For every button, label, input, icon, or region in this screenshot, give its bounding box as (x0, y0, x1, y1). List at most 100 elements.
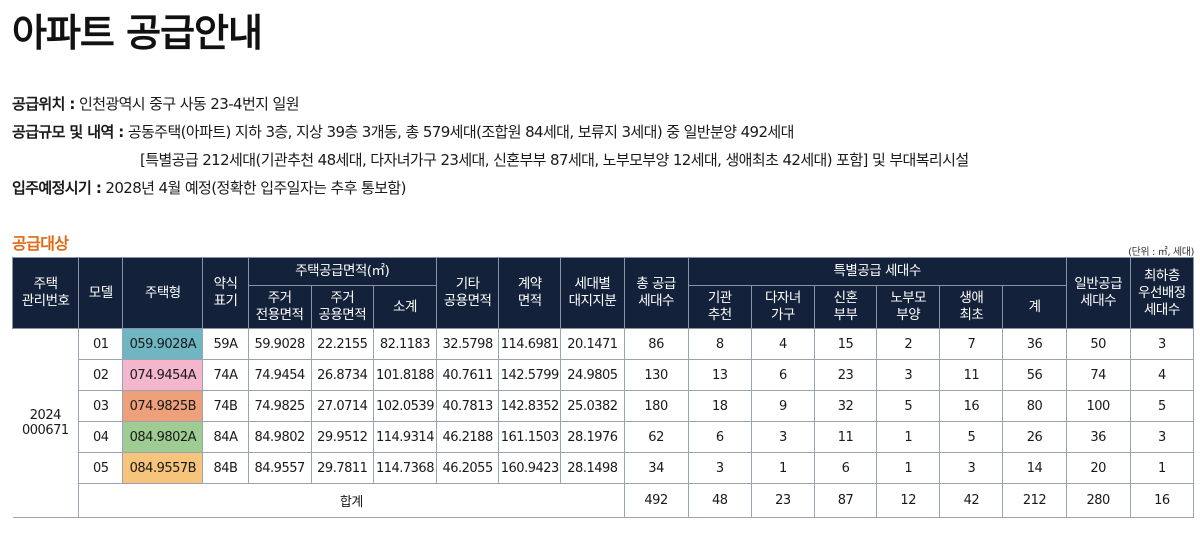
cell-first: 3 (939, 452, 1004, 484)
cell-multi: 6 (750, 359, 815, 391)
cell-lowest: 5 (1129, 390, 1195, 422)
total-lowest: 16 (1129, 483, 1195, 518)
supply-location: 공급위치 : 인천광역시 중구 사동 23-4번지 일원 (12, 93, 300, 114)
total-inst: 48 (687, 483, 752, 518)
cell-sp-sum: 26 (1002, 421, 1067, 453)
cell-exclusive: 59.9028 (247, 328, 312, 360)
cell-lowest: 3 (1129, 328, 1195, 360)
table-row: 02 074.9454A 74A 74.9454 26.8734 101.818… (13, 359, 1195, 391)
header-newlywed: 신혼 부부 (813, 285, 878, 329)
cell-elderly: 3 (876, 359, 941, 391)
cell-lowest: 3 (1129, 421, 1195, 453)
cell-elderly: 5 (876, 390, 941, 422)
cell-contract: 160.9423 (498, 452, 562, 484)
cell-first: 11 (939, 359, 1004, 391)
cell-newlywed: 11 (813, 421, 878, 453)
page-title: 아파트 공급안내 (12, 11, 263, 55)
cell-elderly: 1 (876, 421, 941, 453)
cell-first: 16 (939, 390, 1004, 422)
total-elderly: 12 (876, 483, 941, 518)
cell-type: 084.9557B (122, 452, 204, 484)
cell-land: 24.9805 (560, 359, 625, 391)
header-first-life: 생애 최초 (939, 285, 1004, 329)
cell-newlywed: 23 (813, 359, 878, 391)
header-contract: 계약 면적 (498, 257, 562, 329)
cell-inst: 6 (687, 421, 752, 453)
cell-land: 25.0382 (560, 390, 625, 422)
cell-land: 28.1498 (560, 452, 625, 484)
cell-short: 84A (202, 421, 249, 453)
cell-first: 7 (939, 328, 1004, 360)
cell-total: 180 (623, 390, 689, 422)
cell-model: 02 (78, 359, 124, 391)
movein-label: 입주예정시기 : (12, 179, 102, 197)
cell-common: 29.7811 (310, 452, 374, 484)
cell-elderly: 1 (876, 452, 941, 484)
cell-inst: 13 (687, 359, 752, 391)
cell-elderly: 2 (876, 328, 941, 360)
movein-value: 2028년 4월 예정(정확한 입주일자는 추후 통보함) (101, 179, 406, 197)
header-lowest-floor: 최하층 우선배정 세대수 (1129, 257, 1195, 329)
header-special-sum: 계 (1002, 285, 1067, 329)
cell-other: 40.7611 (436, 359, 500, 391)
cell-model: 05 (78, 452, 124, 484)
cell-general: 50 (1065, 328, 1131, 360)
cell-inst: 3 (687, 452, 752, 484)
header-model: 모델 (78, 257, 124, 329)
cell-other: 40.7813 (436, 390, 500, 422)
header-subtotal: 소계 (372, 285, 438, 329)
header-special-group: 특별공급 세대수 (687, 257, 1067, 286)
cell-short: 84B (202, 452, 249, 484)
cell-newlywed: 32 (813, 390, 878, 422)
header-type: 주택형 (122, 257, 204, 329)
header-total-units: 총 공급 세대수 (623, 257, 689, 329)
cell-inst: 8 (687, 328, 752, 360)
cell-exclusive: 84.9802 (247, 421, 312, 453)
cell-newlywed: 6 (813, 452, 878, 484)
cell-subtotal: 114.7368 (372, 452, 438, 484)
cell-other: 46.2188 (436, 421, 500, 453)
header-short: 약식 표기 (202, 257, 249, 329)
cell-short: 74B (202, 390, 249, 422)
table-row: 2024 000671 01 059.9028A 59A 59.9028 22.… (12, 328, 1195, 518)
cell-contract: 142.5799 (498, 359, 562, 391)
total-row: 합계 492 48 23 87 12 42 212 280 16 (13, 483, 1195, 518)
header-common: 주거 공용면적 (310, 285, 374, 329)
cell-contract: 142.8352 (498, 390, 562, 422)
cell-short: 74A (202, 359, 249, 391)
cell-first: 5 (939, 421, 1004, 453)
cell-total: 62 (623, 421, 689, 453)
table-row: 04 084.9802A 84A 84.9802 29.9512 114.931… (13, 421, 1195, 453)
unit-note: (단위 : ㎡, 세대) (1128, 247, 1194, 258)
header-other-common: 기타 공용면적 (436, 257, 500, 329)
scale-value: 공동주택(아파트) 지하 3층, 지상 39층 3개동, 총 579세대(조합원… (123, 123, 795, 141)
cell-general: 20 (1065, 452, 1131, 484)
cell-general: 36 (1065, 421, 1131, 453)
cell-multi: 9 (750, 390, 815, 422)
cell-sp-sum: 14 (1002, 452, 1067, 484)
cell-subtotal: 114.9314 (372, 421, 438, 453)
header-inst: 기관 추천 (687, 285, 752, 329)
cell-multi: 4 (750, 328, 815, 360)
cell-multi: 1 (750, 452, 815, 484)
cell-contract: 114.6981 (498, 328, 562, 360)
cell-general: 74 (1065, 359, 1131, 391)
cell-other: 32.5798 (436, 328, 500, 360)
cell-common: 29.9512 (310, 421, 374, 453)
scale-label: 공급규모 및 내역 : (12, 123, 124, 141)
cell-sp-sum: 56 (1002, 359, 1067, 391)
cell-multi: 3 (750, 421, 815, 453)
cell-exclusive: 74.9454 (247, 359, 312, 391)
cell-land: 28.1976 (560, 421, 625, 453)
cell-contract: 161.1503 (498, 421, 562, 453)
cell-other: 46.2055 (436, 452, 500, 484)
cell-lowest: 4 (1129, 359, 1195, 391)
supply-table: 주택 관리번호 모델 주택형 약식 표기 주택공급면적(㎡) 기타 공용면적 계… (11, 257, 1195, 518)
cell-type: 074.9454A (122, 359, 204, 391)
location-value: 인천광역시 중구 사동 23-4번지 일원 (74, 95, 300, 113)
table-row: 03 074.9825B 74B 74.9825 27.0714 102.053… (13, 390, 1195, 422)
total-units: 492 (623, 483, 689, 518)
cell-model: 01 (78, 328, 124, 360)
cell-type: 059.9028A (122, 328, 204, 360)
cell-inst: 18 (687, 390, 752, 422)
